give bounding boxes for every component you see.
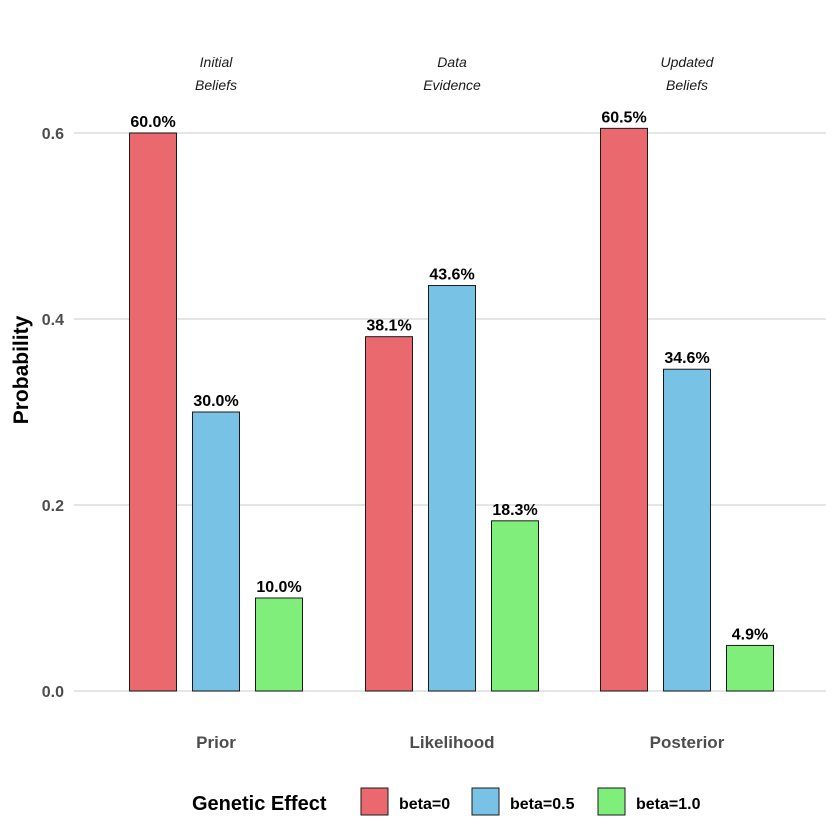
- y-tick-label: 0.4: [42, 312, 64, 329]
- x-category-label: Posterior: [650, 733, 725, 752]
- bar-beta-0-5-likelihood: [428, 285, 476, 692]
- y-tick-label: 0.2: [42, 498, 64, 515]
- legend-key: [471, 787, 500, 816]
- category-annotations: Initial Beliefs Data Evidence Updated Beliefs: [195, 54, 715, 93]
- bar-beta-0-5-posterior: [663, 368, 711, 692]
- legend-label: beta=0: [399, 796, 450, 813]
- category-annotation: Data Evidence: [423, 54, 481, 93]
- bar-value-label: 60.0%: [130, 114, 175, 131]
- y-tick-label: 0.0: [42, 684, 64, 701]
- y-axis-ticks: 0.0 0.2 0.4 0.6: [42, 126, 64, 701]
- bar-beta-1-0-prior: [255, 597, 303, 692]
- legend-title: Genetic Effect: [192, 793, 327, 815]
- y-tick-label: 0.6: [42, 126, 64, 143]
- bar-beta-1-0-posterior: [726, 644, 774, 692]
- legend: Genetic Effect beta=0 beta=0.5 beta=1.0: [192, 787, 701, 816]
- bar-value-label: 4.9%: [732, 626, 768, 643]
- bar-value-label: 10.0%: [256, 579, 301, 596]
- legend-label: beta=0.5: [510, 796, 575, 813]
- bar-beta-0-prior: [129, 132, 177, 692]
- x-category-label: Prior: [196, 733, 236, 752]
- bar-value-label: 60.5%: [601, 109, 646, 126]
- bar-beta-0-5-prior: [192, 411, 240, 692]
- category-annotation: Updated Beliefs: [661, 54, 715, 93]
- x-category-label: Likelihood: [410, 733, 495, 752]
- y-axis-title: Probability: [10, 315, 33, 424]
- bar-value-label: 18.3%: [492, 502, 537, 519]
- category-annotation: Initial Beliefs: [195, 54, 237, 93]
- bar-beta-0-likelihood: [365, 336, 413, 692]
- bar-value-label: 43.6%: [429, 267, 474, 284]
- bars: [129, 127, 774, 692]
- bar-beta-1-0-likelihood: [491, 520, 539, 692]
- bar-value-label: 38.1%: [366, 318, 411, 335]
- legend-key: [360, 787, 389, 816]
- bar-value-labels: 60.0% 38.1% 60.5% 30.0% 43.6% 34.6% 10.0% 18.3%…: [130, 109, 768, 643]
- bar-value-label: 30.0%: [193, 393, 238, 410]
- legend-label: beta=1.0: [636, 796, 701, 813]
- x-axis-category-labels: Prior Likelihood Posterior: [196, 733, 725, 752]
- legend-key: [597, 787, 626, 816]
- bar-value-label: 34.6%: [664, 350, 709, 367]
- bar-beta-0-posterior: [600, 127, 648, 692]
